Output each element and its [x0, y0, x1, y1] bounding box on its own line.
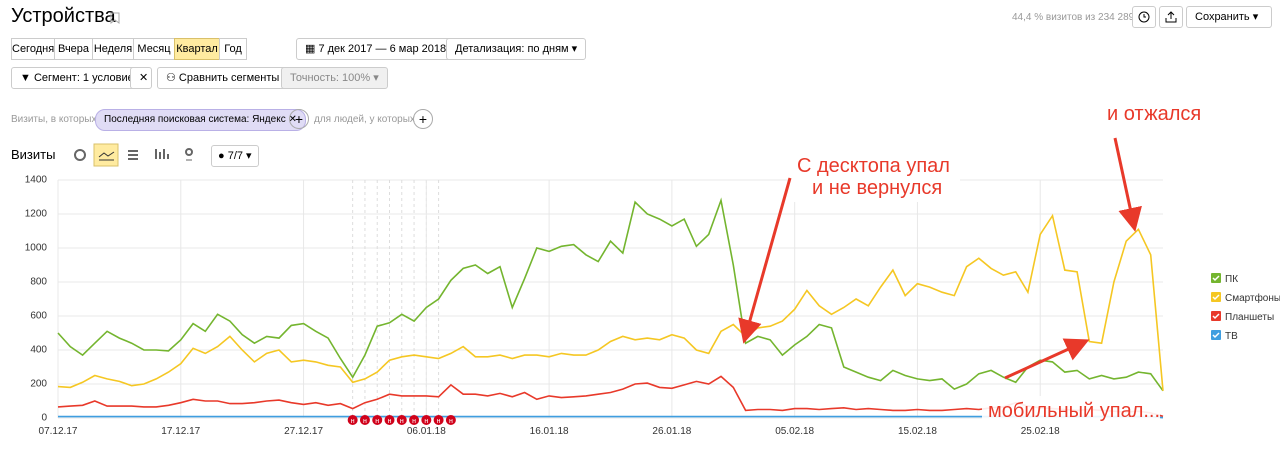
- compare-label: Сравнить сегменты: [178, 72, 280, 84]
- accuracy-label: Точность: 100%: [290, 72, 371, 84]
- holiday-marker: [384, 415, 395, 425]
- holiday-marker: [359, 415, 370, 425]
- annotation-bg: [790, 150, 960, 202]
- holiday-marker: [409, 415, 420, 425]
- x-tick-label: 15.02.18: [898, 426, 937, 437]
- series-line: [57, 375, 1164, 418]
- bar-type[interactable]: [155, 149, 169, 159]
- legend-check: [1212, 294, 1220, 301]
- area-type[interactable]: [128, 150, 138, 160]
- holiday-label: н: [363, 418, 367, 425]
- metric-title: Визиты: [11, 147, 56, 162]
- filter-prefix: Визиты, в которых: [11, 114, 97, 125]
- save-label: Сохранить: [1195, 11, 1250, 23]
- visits-share: 44,4 % визитов из 234 289: [1012, 12, 1135, 23]
- x-tick-label: 25.02.18: [1021, 426, 1060, 437]
- holiday-label: н: [351, 418, 355, 425]
- annotation-arrow: [738, 177, 792, 344]
- period-button[interactable]: Месяц: [133, 38, 175, 60]
- x-tick-label: 16.01.18: [530, 426, 569, 437]
- holiday-label: н: [424, 418, 428, 425]
- legend-label: Планшеты: [1225, 312, 1274, 323]
- accuracy-button[interactable]: Точность: 100% ▾: [281, 67, 388, 89]
- y-tick-label: 1400: [25, 175, 48, 186]
- export-button[interactable]: [1159, 6, 1183, 28]
- y-tick-label: 800: [30, 277, 47, 288]
- annotation-arrow: [1004, 338, 1090, 380]
- bookmark-icon[interactable]: [110, 12, 120, 24]
- add-people-filter[interactable]: +: [413, 109, 433, 129]
- series-count: 7/7: [227, 150, 243, 162]
- chart-type-switch: [74, 143, 193, 167]
- annotation: мобильный упал...: [988, 400, 1160, 422]
- legend-label: ТВ: [1225, 331, 1238, 342]
- history-button[interactable]: [1132, 6, 1156, 28]
- holiday-marker: [372, 415, 383, 425]
- segment-clear[interactable]: ✕: [130, 67, 152, 89]
- annotation: и отжался: [1107, 103, 1201, 125]
- annotation-arrow: [1113, 137, 1142, 232]
- holiday-label: н: [437, 418, 441, 425]
- annotation: и не вернулся: [812, 177, 942, 199]
- series-line: [57, 197, 1164, 392]
- x-tick-label: 07.12.17: [39, 426, 78, 437]
- legend-label: ПК: [1225, 274, 1238, 285]
- page-title: Устройства: [11, 5, 116, 27]
- detail-button[interactable]: Детализация: по дням ▾: [446, 38, 587, 60]
- legend-check: [1212, 332, 1220, 339]
- annotation: С десктопа упал: [797, 155, 950, 177]
- segment-label: Сегмент: 1 условие: [33, 72, 134, 84]
- clock-icon: [1138, 11, 1150, 23]
- holiday-label: н: [388, 418, 392, 425]
- export-icon: [1165, 11, 1177, 23]
- holiday-label: н: [449, 418, 453, 425]
- x-tick-label: 05.02.18: [775, 426, 814, 437]
- map-type[interactable]: [185, 148, 193, 156]
- y-tick-label: 200: [30, 379, 47, 390]
- filter-condition: Последняя поисковая система: Яндекс: [104, 114, 286, 125]
- detail-label: Детализация: по дням: [455, 43, 569, 55]
- y-tick-label: 400: [30, 345, 47, 356]
- date-range-button[interactable]: ▦ 7 дек 2017 — 6 мар 2018: [296, 38, 456, 60]
- legend-label: Смартфоны: [1225, 292, 1280, 304]
- legend-check: [1212, 275, 1220, 282]
- date-range: 7 дек 2017 — 6 мар 2018: [318, 43, 447, 55]
- pie-type[interactable]: [74, 149, 86, 161]
- period-button[interactable]: Квартал: [174, 38, 220, 60]
- x-tick-label: 06.01.18: [407, 426, 446, 437]
- y-tick-label: 1000: [25, 243, 48, 254]
- add-filter[interactable]: +: [289, 109, 309, 129]
- holiday-marker: [433, 415, 444, 425]
- holiday-marker: [347, 415, 358, 425]
- period-button[interactable]: Год: [219, 38, 247, 60]
- series-line: [57, 213, 1164, 391]
- holiday-marker: [445, 415, 456, 425]
- holiday-label: н: [400, 418, 404, 425]
- filter-people: для людей, у которых: [314, 114, 415, 125]
- legend-check: [1212, 313, 1220, 320]
- holiday-label: н: [375, 418, 379, 425]
- y-tick-label: 600: [30, 311, 47, 322]
- save-button[interactable]: Сохранить ▾: [1186, 6, 1272, 28]
- holiday-marker: [396, 415, 407, 425]
- holiday-label: н: [412, 418, 416, 425]
- x-tick-label: 17.12.17: [161, 426, 200, 437]
- series-count-button[interactable]: ● 7/7 ▾: [211, 145, 259, 167]
- y-tick-label: 1200: [25, 209, 48, 220]
- period-button[interactable]: Неделя: [92, 38, 134, 60]
- x-tick-label: 26.01.18: [652, 426, 691, 437]
- segment-button[interactable]: ▼ Сегмент: 1 условие ▾: [11, 67, 152, 89]
- y-tick-label: 0: [41, 413, 47, 424]
- holiday-marker: [421, 415, 432, 425]
- x-tick-label: 27.12.17: [284, 426, 323, 437]
- annotation-bg: [982, 396, 1160, 424]
- period-button[interactable]: Сегодня: [11, 38, 55, 60]
- series-line: [58, 415, 1164, 419]
